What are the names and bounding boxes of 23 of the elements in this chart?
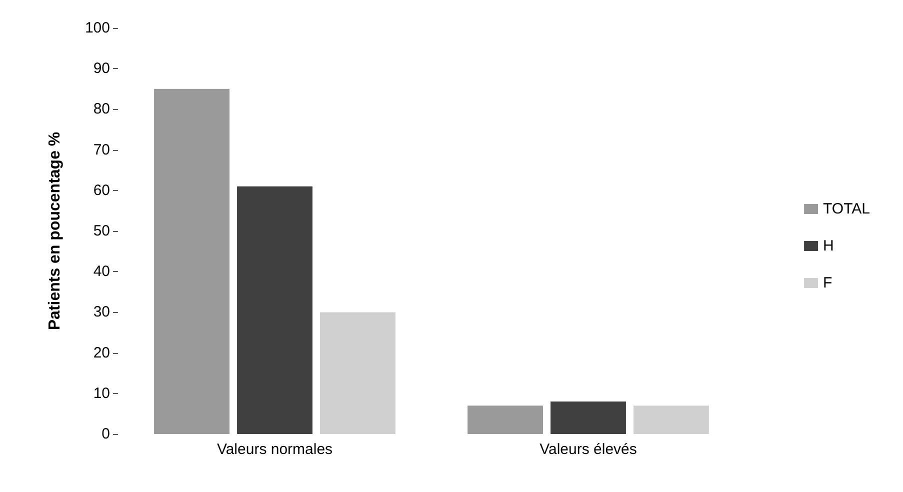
y-tick-label: 20 <box>93 344 110 362</box>
y-tick-label: 80 <box>93 100 110 118</box>
legend-label: H <box>823 238 834 254</box>
bar <box>237 186 312 434</box>
y-tick-label: 100 <box>84 20 110 36</box>
x-tick-label: Valeurs élevés <box>540 441 637 458</box>
bar <box>320 312 396 434</box>
y-tick-label: 0 <box>102 426 110 442</box>
y-tick-label: 40 <box>93 263 110 280</box>
y-tick-label: 60 <box>93 182 110 199</box>
bar <box>634 406 709 434</box>
legend-label: TOTAL <box>823 200 870 218</box>
bar <box>154 88 230 434</box>
y-axis-title: Patients en poucentage % <box>46 132 64 330</box>
x-tick-label: Valeurs normales <box>216 441 333 458</box>
y-tick-label: 70 <box>93 141 110 158</box>
legend-label: F <box>823 274 832 292</box>
y-tick-label: 90 <box>93 60 110 78</box>
y-tick-label: 30 <box>93 304 110 321</box>
bar <box>550 402 626 434</box>
y-tick-label: 10 <box>93 384 110 402</box>
bar <box>468 406 543 434</box>
y-tick-label: 50 <box>93 222 110 240</box>
